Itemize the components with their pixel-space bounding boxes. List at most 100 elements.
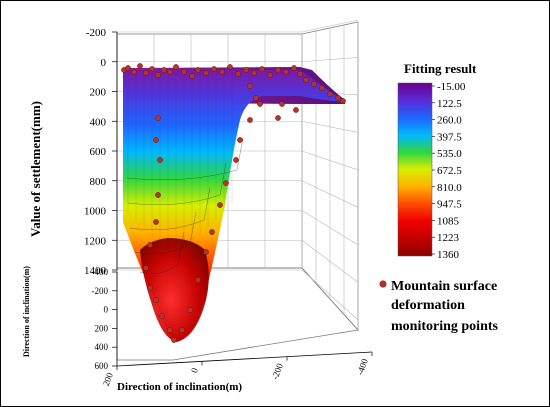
monitoring-point — [155, 192, 161, 198]
contour-line — [127, 162, 227, 206]
monitoring-point — [195, 67, 201, 73]
z-tick-label: 1400 — [84, 265, 107, 277]
monitoring-point — [275, 67, 281, 73]
y-axis-ticks: -400 -200 0 200 400 600 — [92, 267, 118, 371]
y-tick-label: 200 — [95, 323, 109, 333]
x-tick-label: 200 — [101, 371, 115, 388]
monitoring-point — [195, 277, 201, 283]
monitoring-point — [233, 157, 239, 163]
colorbar-bar — [397, 82, 433, 257]
monitoring-point — [227, 64, 233, 70]
colorbar-label: 260.0 — [437, 115, 462, 127]
monitoring-point — [155, 115, 161, 121]
y-tick-label: -400 — [92, 267, 109, 277]
x-tick-label: 0 — [189, 366, 200, 374]
z-tick-label: 0 — [101, 57, 107, 69]
monitoring-point — [223, 180, 229, 186]
monitoring-point — [267, 72, 273, 78]
monitoring-point — [237, 137, 243, 143]
z-tick-label: 600 — [90, 146, 107, 158]
monitoring-point — [203, 70, 209, 76]
monitoring-point — [219, 69, 225, 75]
y-axis-label: Direction of inclination(m) — [22, 266, 31, 357]
monitoring-point — [235, 71, 241, 77]
legend-marker — [379, 280, 387, 288]
colorbar-label: 1360 — [437, 249, 460, 261]
monitoring-point — [203, 249, 209, 255]
monitoring-point — [319, 85, 325, 91]
colorbar-label: 397.5 — [437, 131, 462, 143]
colorbar-label: 535.0 — [437, 148, 462, 160]
monitoring-point — [181, 69, 187, 75]
surface-bowl — [140, 238, 209, 342]
contour-line — [129, 187, 211, 231]
monitoring-point — [159, 313, 165, 319]
monitoring-points — [121, 63, 346, 343]
x-tick-label: -400 — [355, 357, 370, 376]
monitoring-point — [153, 297, 159, 303]
z-tick-label: -200 — [86, 27, 107, 39]
monitoring-point — [155, 72, 161, 78]
monitoring-point — [147, 242, 153, 248]
monitoring-point — [279, 101, 285, 107]
colorbar-label: 672.5 — [437, 165, 462, 177]
contour-line — [139, 231, 185, 274]
monitoring-point — [187, 307, 193, 313]
monitoring-point — [275, 115, 281, 121]
grid-line — [301, 19, 359, 33]
y-tick-label: -200 — [92, 286, 109, 296]
monitoring-point — [340, 98, 346, 104]
z-tick-label: 800 — [90, 176, 107, 188]
z-tick-label: 200 — [90, 87, 107, 99]
z-tick-label: 400 — [90, 116, 107, 128]
monitoring-point — [131, 69, 137, 75]
x-tick-label: -200 — [270, 361, 285, 380]
monitoring-point — [147, 285, 153, 291]
monitoring-point — [327, 91, 333, 97]
monitoring-point — [293, 107, 299, 113]
monitoring-point — [247, 83, 253, 89]
colorbar-label: 1085 — [437, 215, 460, 227]
monitoring-point — [171, 337, 177, 343]
contour-line — [126, 137, 244, 181]
monitoring-point — [143, 265, 149, 271]
monitoring-point — [125, 65, 131, 71]
colorbar-labels: -15.00 122.5 260.0 397.5 535.0 672.5 810.0 947.… — [432, 81, 466, 261]
z-tick-label: 1000 — [84, 206, 107, 218]
contour-line — [133, 211, 197, 254]
colorbar-title: Fitting result — [404, 61, 477, 76]
colorbar-label: 1223 — [437, 232, 460, 244]
legend-label-line2: deformation — [391, 298, 465, 313]
monitoring-point — [303, 77, 309, 83]
monitoring-point — [167, 69, 173, 75]
monitoring-point — [137, 63, 143, 69]
monitoring-point — [251, 70, 257, 76]
monitoring-point — [189, 73, 195, 79]
colorbar: Fitting result -15.00 122.5 260.0 397.5 535.… — [397, 61, 477, 261]
colorbar-label: 947.5 — [437, 199, 462, 211]
monitoring-point — [257, 101, 263, 107]
legend-label-line3: monitoring points — [391, 319, 499, 334]
monitoring-point — [209, 229, 215, 235]
monitoring-point — [161, 67, 167, 73]
monitoring-point — [335, 95, 341, 101]
z-axis-label: Value of settlement(mm) — [28, 101, 43, 237]
monitoring-point — [247, 117, 253, 123]
monitoring-point — [211, 66, 217, 72]
monitoring-point — [179, 327, 185, 333]
monitoring-point — [291, 65, 297, 71]
monitoring-point — [217, 202, 223, 208]
monitoring-point — [157, 157, 163, 163]
monitoring-point — [143, 70, 149, 76]
monitoring-point — [173, 64, 179, 70]
x-axis-line — [116, 351, 373, 367]
colorbar-label: 122.5 — [437, 98, 462, 110]
monitoring-point — [243, 67, 249, 73]
monitoring-point — [149, 66, 155, 72]
colorbar-label: 810.0 — [437, 182, 462, 194]
y-tick-label: 400 — [95, 342, 109, 352]
y-tick-label: 600 — [95, 361, 109, 371]
fitted-surface — [123, 67, 345, 342]
monitoring-point — [253, 95, 259, 101]
